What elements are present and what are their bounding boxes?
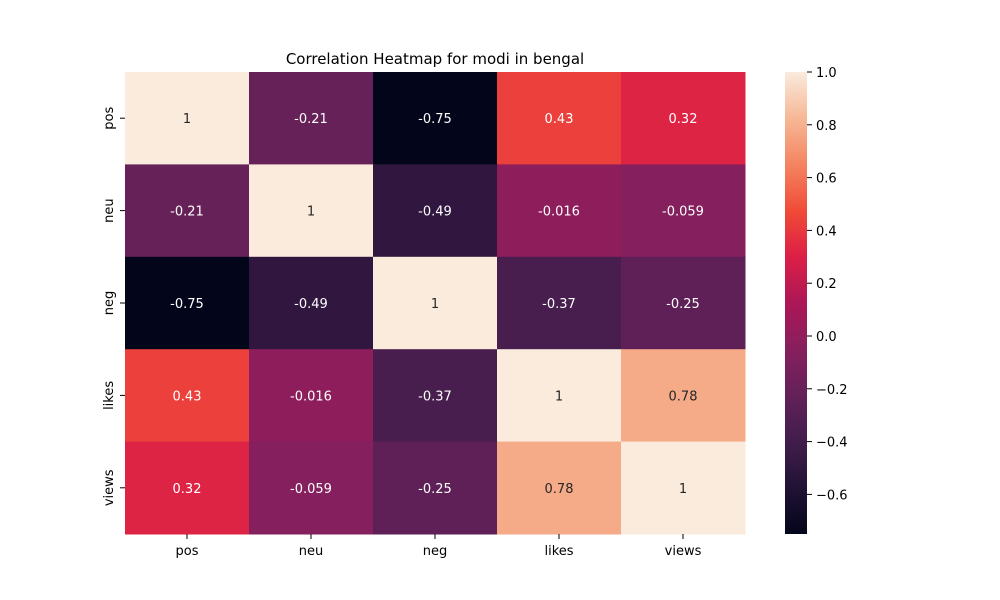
heatmap-cell-neu-neg xyxy=(373,164,498,258)
cell-value-label: -0.016 xyxy=(538,205,580,220)
heatmap-cells xyxy=(125,72,746,535)
cell-value-label: -0.49 xyxy=(294,297,328,312)
cell-value-label: 0.78 xyxy=(545,482,574,497)
heatmap-cell-pos-likes xyxy=(497,72,622,165)
cell-value-label: 1 xyxy=(183,112,191,127)
y-axis: pos neu neg likes views xyxy=(102,106,125,506)
colorbar-tick-label: −0.2 xyxy=(816,383,848,398)
heatmap-cell-likes-pos xyxy=(125,349,250,443)
cell-value-label: 0.78 xyxy=(669,389,698,404)
cell-value-label: 1 xyxy=(307,205,315,220)
cell-value-label: -0.21 xyxy=(170,205,204,220)
colorbar-tick-label: −0.6 xyxy=(816,488,848,503)
cell-value-label: 1 xyxy=(431,297,439,312)
colorbar-tick-label: 0.6 xyxy=(816,172,837,187)
cell-value-label: -0.059 xyxy=(662,205,704,220)
colorbar-tick-label: 0.0 xyxy=(816,330,837,345)
cell-value-labels: 1 -0.21 -0.75 0.43 0.32 -0.21 1 -0.49 -0.016 -0.0… xyxy=(170,112,704,497)
y-tick-label-neg: neg xyxy=(102,291,117,316)
heatmap-cell-neu-pos xyxy=(125,164,250,258)
cell-value-label: -0.37 xyxy=(418,389,452,404)
y-tick-label-views: views xyxy=(102,469,117,506)
heatmap-cell-views-neg xyxy=(373,441,498,535)
heatmap-cell-neg-neu xyxy=(249,256,374,350)
cell-value-label: -0.25 xyxy=(666,297,700,312)
x-tick-label-pos: pos xyxy=(176,544,199,559)
cell-value-label: -0.75 xyxy=(418,112,452,127)
colorbar-ticks: 1.0 0.8 0.6 0.4 0.2 0.0 −0.2 −0.4 −0.6 xyxy=(807,66,848,503)
heatmap-cell-likes-neg xyxy=(373,349,498,443)
heatmap-cell-neg-neg xyxy=(373,256,498,350)
heatmap-cell-pos-neu xyxy=(249,72,374,165)
colorbar-tick-label: 0.4 xyxy=(816,224,837,239)
heatmap-cell-neg-pos xyxy=(125,256,250,350)
colorbar-tick-label: −0.4 xyxy=(816,436,848,451)
y-tick-label-pos: pos xyxy=(102,106,117,129)
heatmap-cell-pos-neg xyxy=(373,72,498,165)
cell-value-label: -0.21 xyxy=(294,112,328,127)
cell-value-label: 0.43 xyxy=(173,389,202,404)
heatmap-cell-views-neu xyxy=(249,441,374,535)
cell-value-label: -0.25 xyxy=(418,482,452,497)
cell-value-label: -0.37 xyxy=(542,297,576,312)
heatmap-cell-pos-pos xyxy=(125,72,250,165)
colorbar-tick-label: 1.0 xyxy=(816,66,837,81)
cell-value-label: 0.32 xyxy=(669,112,698,127)
heatmap-cell-neg-views xyxy=(621,256,746,350)
colorbar-tick-label: 0.2 xyxy=(816,277,837,292)
x-tick-label-views: views xyxy=(665,544,702,559)
colorbar-tick-label: 0.8 xyxy=(816,119,837,134)
heatmap-cell-neu-neu xyxy=(249,164,374,258)
heatmap-cell-likes-views xyxy=(621,349,746,443)
cell-value-label: 1 xyxy=(555,389,563,404)
heatmap-cell-views-pos xyxy=(125,441,250,535)
x-tick-label-neu: neu xyxy=(299,544,323,559)
heatmap-cell-neu-views xyxy=(621,164,746,258)
cell-value-label: -0.059 xyxy=(290,482,332,497)
y-tick-label-neu: neu xyxy=(102,198,117,222)
cell-value-label: -0.75 xyxy=(170,297,204,312)
cell-value-label: -0.49 xyxy=(418,205,452,220)
colorbar xyxy=(785,72,807,534)
x-axis: pos neu neg likes views xyxy=(176,534,702,559)
cell-value-label: 0.32 xyxy=(173,482,202,497)
heatmap-cell-neg-likes xyxy=(497,256,622,350)
x-tick-label-neg: neg xyxy=(423,544,448,559)
heatmap-cell-views-views xyxy=(621,441,746,535)
heatmap-cell-neu-likes xyxy=(497,164,622,258)
x-tick-label-likes: likes xyxy=(544,544,573,559)
cell-value-label: 1 xyxy=(679,482,687,497)
heatmap-cell-likes-neu xyxy=(249,349,374,443)
heatmap-cell-views-likes xyxy=(497,441,622,535)
heatmap-cell-pos-views xyxy=(621,72,746,165)
heatmap-cell-likes-likes xyxy=(497,349,622,443)
cell-value-label: 0.43 xyxy=(545,112,574,127)
cell-value-label: -0.016 xyxy=(290,389,332,404)
chart-title: Correlation Heatmap for modi in bengal xyxy=(286,50,584,68)
y-tick-label-likes: likes xyxy=(102,381,117,410)
